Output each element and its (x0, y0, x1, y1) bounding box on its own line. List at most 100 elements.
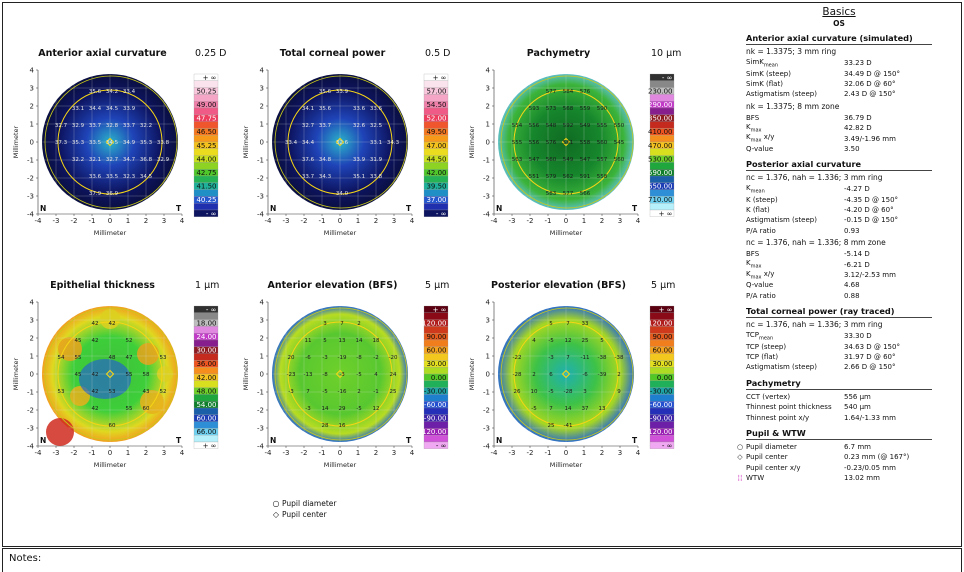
thin-zone (79, 359, 131, 399)
info-key: TCP (steep) (746, 342, 787, 351)
map-grid-value: 12 (373, 406, 380, 412)
y-tick-label: -1 (27, 389, 34, 397)
nasal-label: N (270, 204, 276, 213)
map-grid-value: 60 (143, 406, 150, 412)
map-grid-value: 32.1 (89, 157, 101, 163)
map-grid-value: 34.2 (106, 89, 118, 95)
scale-label: 530.00 (648, 155, 673, 163)
info-row: Thinnest point thickness 540 µm (746, 402, 932, 412)
map-grid-value: 33.8 (370, 174, 383, 180)
map-grid-value: -3 (288, 389, 294, 395)
y-tick-label: 1 (260, 353, 264, 361)
map-grid-value: 10 (531, 389, 538, 395)
info-value: 3.50 (844, 144, 860, 153)
map-grid-value: 45 (75, 372, 82, 378)
pupil-center-marker (561, 137, 571, 147)
scale-label: 45.25 (196, 142, 216, 150)
y-tick-label: -3 (257, 425, 264, 433)
info-value: 36.79 D (844, 113, 872, 122)
y-tick-label: -2 (257, 407, 264, 415)
notes-box[interactable]: Notes: (2, 548, 962, 572)
map-grid-value: 53 (58, 389, 65, 395)
y-tick-label: 1 (486, 353, 490, 361)
y-axis-label: Millimeter (468, 357, 476, 390)
y-tick-label: 1 (486, 121, 490, 129)
y-tick-label: -4 (257, 443, 265, 451)
x-tick-label: 1 (356, 217, 360, 225)
map-grid-value: 32.5 (370, 123, 383, 129)
x-tick-label: -2 (301, 217, 308, 225)
map-grid-value: 33.6 (89, 174, 102, 180)
info-row: Kmax -6.21 D (746, 259, 932, 269)
map-unit: 10 µm (651, 48, 682, 59)
info-row: ○ Pupil diameter 6.7 mm (737, 442, 932, 452)
map-panel-epithelial-thickness: Epithelial thickness 1 µm 4 3 2 1 0 -1 -2 -3 -4 -4-… (10, 280, 250, 520)
legend-pupil-center-label: Pupil center (282, 510, 327, 519)
x-tick-label: 3 (392, 449, 396, 457)
y-tick-label: -4 (483, 443, 491, 451)
x-tick-label: -2 (71, 449, 78, 457)
pupil-diameter-ring (513, 89, 619, 195)
y-tick-label: 4 (260, 299, 265, 307)
map-grid-value: -19 (338, 355, 347, 361)
info-row: ¦¦ WTW 13.02 mm (738, 473, 932, 483)
color-scale: + ∞ 57.00 54.50 52.00 49.50 47.00 44.50 42.00 39… (423, 74, 449, 218)
y-tick-label: -1 (27, 157, 34, 165)
y-tick-label: 1 (260, 121, 264, 129)
map-grid-value: 35.1 (353, 174, 365, 180)
scale-label: 650.00 (648, 183, 673, 191)
map-grid-value: -8 (322, 372, 328, 378)
map-grid-value: 33.7 (302, 174, 315, 180)
info-value: 13.02 mm (844, 474, 880, 483)
x-tick-label: 1 (126, 449, 130, 457)
scale-label: 39.50 (426, 183, 446, 191)
info-value: -0.23/0.05 mm (844, 463, 896, 472)
map-grid-value: 34.4 (302, 140, 315, 146)
scale-swatch (193, 209, 219, 217)
x-axis-label: Millimeter (324, 229, 357, 237)
map-grid-value: 18 (373, 338, 380, 344)
scale-label: 40.25 (196, 196, 216, 204)
map-grid-value: 545 (614, 140, 625, 146)
info-value: 540 µm (844, 403, 871, 412)
y-tick-label: 0 (260, 139, 264, 147)
info-key: ¦¦ WTW (738, 474, 844, 482)
info-value: 6.7 mm (844, 442, 871, 451)
diamond-icon: ◇ (272, 510, 280, 519)
x-tick-label: -1 (89, 449, 96, 457)
x-tick-label: 1 (582, 217, 586, 225)
map-grid-value: 28 (322, 423, 329, 429)
map-grid-value: 555 (512, 140, 523, 146)
info-key: Astigmatism (steep) (746, 363, 817, 372)
info-row: Kmean -4.27 D (746, 184, 932, 194)
x-tick-label: 1 (582, 449, 586, 457)
info-row: P/A ratio 0.93 (746, 226, 932, 236)
info-value: 2.66 D @ 150° (844, 363, 896, 372)
map-grid-value: 549 (563, 157, 574, 163)
map-panel-pachymetry: Pachymetry 10 µm 4 3 2 1 0 -1 -2 -3 -4 -4 -3 -2 -1 0 1 2 3… (466, 48, 706, 288)
info-row: Astigmatism (steep) 2.43 D @ 150° (746, 89, 932, 99)
scale-label: 54.50 (426, 101, 446, 109)
scale-label: 49.00 (196, 101, 216, 109)
y-tick-label: 4 (30, 299, 35, 307)
map-grid-value: 35.6 (319, 89, 332, 95)
y-tick-label: -2 (483, 407, 490, 415)
map-grid-value: -38 (598, 355, 607, 361)
map-grid-value: 33.5 (106, 174, 119, 180)
x-tick-label: -1 (319, 217, 326, 225)
x-tick-label: 3 (618, 449, 622, 457)
map-grid-value: 568 (563, 106, 574, 112)
scale-label: 120.00 (422, 319, 447, 327)
wtw-ring (500, 75, 634, 209)
map-grid-value: 7 (566, 355, 570, 361)
x-tick-label: 3 (392, 217, 396, 225)
scale-label: 0.00 (657, 374, 673, 382)
scale-label: 47.75 (196, 115, 216, 123)
report-sheet (2, 2, 962, 547)
